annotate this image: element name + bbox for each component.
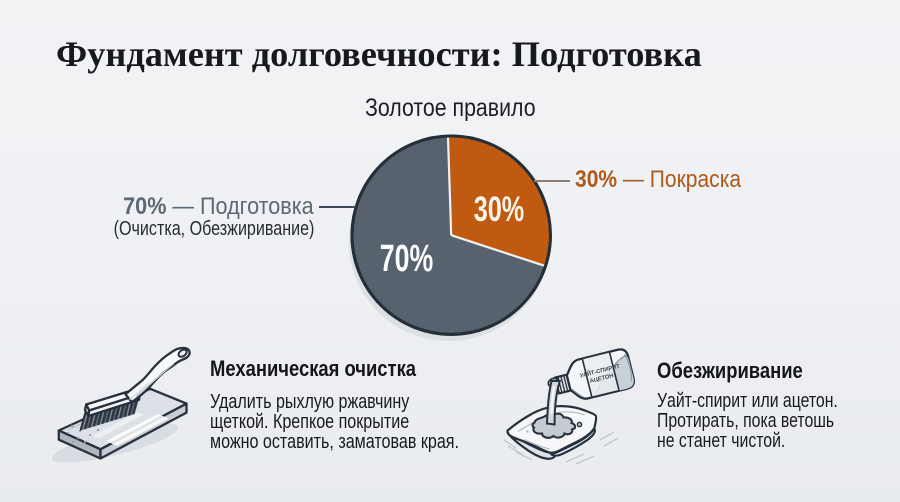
svg-text:70%: 70% xyxy=(380,238,434,280)
svg-text:АЦЕТОН: АЦЕТОН xyxy=(589,373,614,385)
svg-text:30%: 30% xyxy=(474,190,525,229)
